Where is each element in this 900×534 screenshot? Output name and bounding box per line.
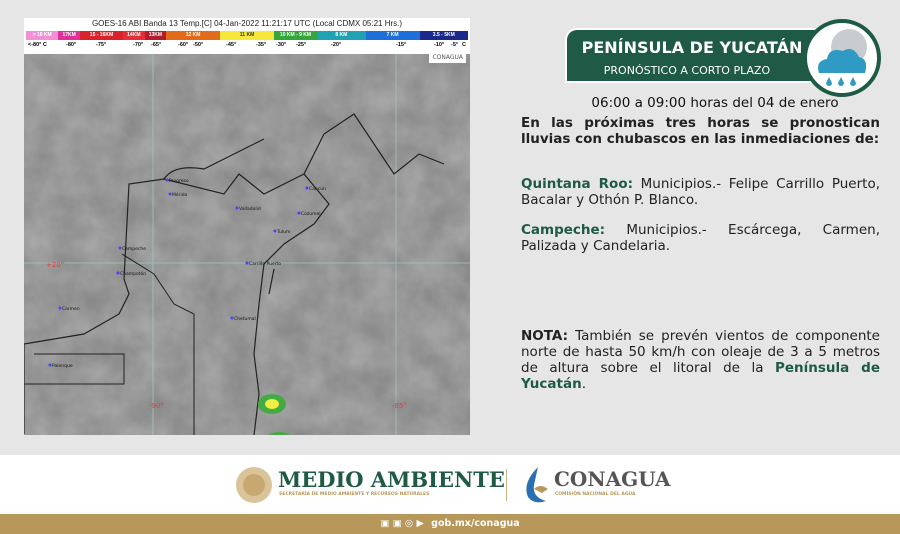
cloud-rain-moon-icon <box>803 19 881 97</box>
satellite-header: GOES-16 ABI Banda 13 Temp.[C] 04-Jan-202… <box>24 18 470 54</box>
tick-label: C <box>462 42 466 48</box>
footer: MEDIO AMBIENTE SECRETARÍA DE MEDIO AMBIE… <box>0 455 900 514</box>
tick-label: -5° <box>451 42 459 48</box>
org-conagua-sub: COMISIÓN NACIONAL DEL AGUA <box>555 492 636 497</box>
satellite-image: GOES-16 ABI Banda 13 Temp.[C] 04-Jan-202… <box>24 18 470 435</box>
note-text: También se prevén vientos de componente … <box>521 328 880 376</box>
forecast-time: 06:00 a 09:00 horas del 04 de enero <box>591 95 839 111</box>
tick-label: -65° <box>151 42 162 48</box>
tick-label: -80° <box>66 42 77 48</box>
grid-label: -90° <box>149 402 164 410</box>
state-name: Quintana Roo: <box>521 176 634 192</box>
city-marker <box>230 316 234 320</box>
color-scale: > 18 KM 17KM 15 - 16KM 14KM 13KM 12 KM 11 KM 10… <box>26 31 469 40</box>
page-title: PENÍNSULA DE YUCATÁN <box>581 38 803 57</box>
forecast-intro: En las próximas tres horas se pronostica… <box>521 115 880 147</box>
note-place: Península de Yucatán <box>521 360 880 392</box>
org-conagua: CONAGUA <box>554 467 671 491</box>
city-marker <box>165 178 169 182</box>
tick-label: -10° <box>434 42 445 48</box>
city-label: Cancún <box>309 185 326 192</box>
grid-label: +20° <box>46 261 64 269</box>
tick-label: -60° <box>178 42 189 48</box>
region-text: Municipios.- Escárcega, Carmen, Palizada… <box>521 222 880 254</box>
twitter-icon[interactable]: ▣ <box>392 518 402 529</box>
social-bar: ▣ ▣ ◎ ▶ gob.mx/conagua <box>0 514 900 534</box>
city-marker <box>235 206 239 210</box>
conagua-watermark: CONAGUA <box>429 52 466 63</box>
scale-band: 11 KM <box>220 31 274 40</box>
city-label: Palenque <box>52 363 73 369</box>
city-label: Campeche <box>122 246 146 252</box>
city-marker <box>118 246 122 250</box>
city-marker <box>297 211 301 215</box>
tick-label: -20° <box>331 42 342 48</box>
city-label: Mérida <box>172 191 188 198</box>
city-label: Carrillo Puerto <box>249 261 281 267</box>
satellite-title: GOES-16 ABI Banda 13 Temp.[C] 04-Jan-202… <box>91 19 403 28</box>
rain-echo <box>258 394 291 435</box>
tick-label: -50° <box>193 42 204 48</box>
region-campeche: Campeche: Municipios.- Escárcega, Carmen… <box>521 222 880 254</box>
city-label: Cozumel <box>301 211 321 217</box>
tick-label: -35° <box>256 42 267 48</box>
youtube-icon[interactable]: ▶ <box>416 518 424 529</box>
city-marker <box>58 306 62 310</box>
city-label: Tulum <box>276 229 290 235</box>
title-box: PENÍNSULA DE YUCATÁN PRONÓSTICO A CORTO … <box>565 28 835 83</box>
scale-band: 10 KM - 9 KM <box>273 31 318 40</box>
satellite-map: Progreso Mérida Valladolid Cancún Cozumel Tul… <box>24 54 470 435</box>
city-marker <box>245 261 249 265</box>
tick-label: -70° <box>133 42 144 48</box>
scale-band: 17KM <box>58 31 80 40</box>
mexico-seal-icon <box>236 467 272 503</box>
city-marker <box>168 192 172 196</box>
city-label: Progreso <box>169 178 189 184</box>
temperature-ticks: <-80° C -80° -75° -70° -65° -60° -50° -45° -35° -… <box>26 42 468 51</box>
scale-band: 8 KM <box>317 31 366 40</box>
city-marker <box>48 363 52 367</box>
tick-label: -75° <box>96 42 107 48</box>
org-medio-ambiente: MEDIO AMBIENTE <box>278 467 505 492</box>
region-quintana-roo: Quintana Roo: Municipios.- Felipe Carril… <box>521 176 880 208</box>
website-link[interactable]: gob.mx/conagua <box>431 518 520 529</box>
grid-label: -85° <box>392 402 407 410</box>
city-marker <box>305 186 309 190</box>
tick-label: -15° <box>396 42 407 48</box>
city-label: Carmen <box>62 306 80 312</box>
tick-label: -45° <box>226 42 237 48</box>
note-end: . <box>581 376 586 392</box>
tick-label: -25° <box>296 42 307 48</box>
scale-band: 7 KM <box>365 31 420 40</box>
state-name: Campeche: <box>521 222 606 238</box>
note-label: NOTA: <box>521 328 569 344</box>
scale-band: 3.5 - 5KM <box>419 31 469 40</box>
conagua-logo-icon <box>526 467 548 503</box>
instagram-icon[interactable]: ◎ <box>404 518 414 529</box>
scale-band: > 18 KM <box>26 31 59 40</box>
divider <box>506 469 507 501</box>
city-marker <box>273 229 277 233</box>
city-label: Champotón <box>120 270 146 277</box>
scale-band: 13KM <box>144 31 167 40</box>
tick-label: -30° <box>276 42 287 48</box>
note: NOTA: También se prevén vientos de compo… <box>521 328 880 392</box>
city-label: Chetumal <box>234 316 256 322</box>
scale-band: 14KM <box>123 31 145 40</box>
tick-label: <-80° C <box>28 42 47 48</box>
org-medio-ambiente-sub: SECRETARÍA DE MEDIO AMBIENTE Y RECURSOS … <box>279 492 430 497</box>
region-text: Municipios.- Felipe Carrillo Puerto, Bac… <box>521 176 880 208</box>
scale-band: 12 KM <box>166 31 221 40</box>
scale-band: 15 - 16KM <box>79 31 124 40</box>
city-marker <box>116 271 120 275</box>
page-subtitle: PRONÓSTICO A CORTO PLAZO <box>603 64 771 77</box>
facebook-icon[interactable]: ▣ <box>380 518 390 529</box>
city-label: Valladolid <box>239 206 261 212</box>
